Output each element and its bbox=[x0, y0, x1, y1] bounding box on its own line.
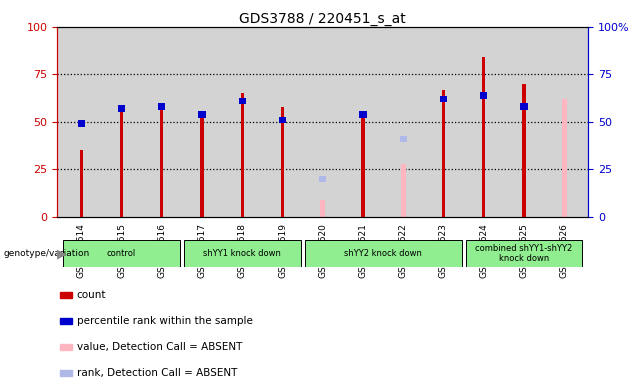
Text: rank, Detection Call = ABSENT: rank, Detection Call = ABSENT bbox=[77, 368, 237, 378]
Title: GDS3788 / 220451_s_at: GDS3788 / 220451_s_at bbox=[239, 12, 406, 26]
Bar bbox=[80, 151, 83, 217]
Bar bbox=[399, 136, 407, 142]
Bar bbox=[442, 89, 445, 217]
Bar bbox=[60, 318, 73, 324]
Bar bbox=[198, 111, 205, 118]
Text: shYY1 knock down: shYY1 knock down bbox=[204, 249, 281, 258]
Text: combined shYY1-shYY2
knock down: combined shYY1-shYY2 knock down bbox=[475, 244, 572, 263]
Bar bbox=[321, 200, 325, 217]
Bar bbox=[466, 240, 583, 267]
Bar bbox=[440, 96, 447, 103]
Bar bbox=[522, 84, 525, 217]
Bar bbox=[480, 92, 487, 99]
Text: ▶: ▶ bbox=[57, 247, 66, 260]
Bar bbox=[562, 99, 567, 217]
Bar bbox=[401, 164, 406, 217]
Text: count: count bbox=[77, 290, 106, 300]
Bar bbox=[482, 57, 485, 217]
Text: value, Detection Call = ABSENT: value, Detection Call = ABSENT bbox=[77, 342, 242, 352]
Bar bbox=[361, 113, 364, 217]
Bar bbox=[520, 103, 527, 110]
Bar bbox=[184, 240, 301, 267]
Bar bbox=[78, 121, 85, 127]
Bar bbox=[60, 292, 73, 298]
Text: control: control bbox=[107, 249, 136, 258]
Bar bbox=[120, 107, 123, 217]
Bar bbox=[305, 240, 462, 267]
Text: genotype/variation: genotype/variation bbox=[3, 249, 90, 258]
Bar bbox=[118, 105, 125, 112]
Bar bbox=[279, 117, 286, 123]
Bar bbox=[240, 93, 244, 217]
Bar bbox=[160, 105, 163, 217]
Text: shYY2 knock down: shYY2 knock down bbox=[344, 249, 422, 258]
Bar bbox=[359, 111, 366, 118]
Bar bbox=[200, 113, 204, 217]
Bar bbox=[63, 240, 180, 267]
Bar bbox=[238, 98, 246, 104]
Bar bbox=[281, 107, 284, 217]
Bar bbox=[60, 344, 73, 350]
Bar bbox=[60, 370, 73, 376]
Bar bbox=[319, 175, 326, 182]
Text: percentile rank within the sample: percentile rank within the sample bbox=[77, 316, 252, 326]
Bar bbox=[158, 103, 165, 110]
